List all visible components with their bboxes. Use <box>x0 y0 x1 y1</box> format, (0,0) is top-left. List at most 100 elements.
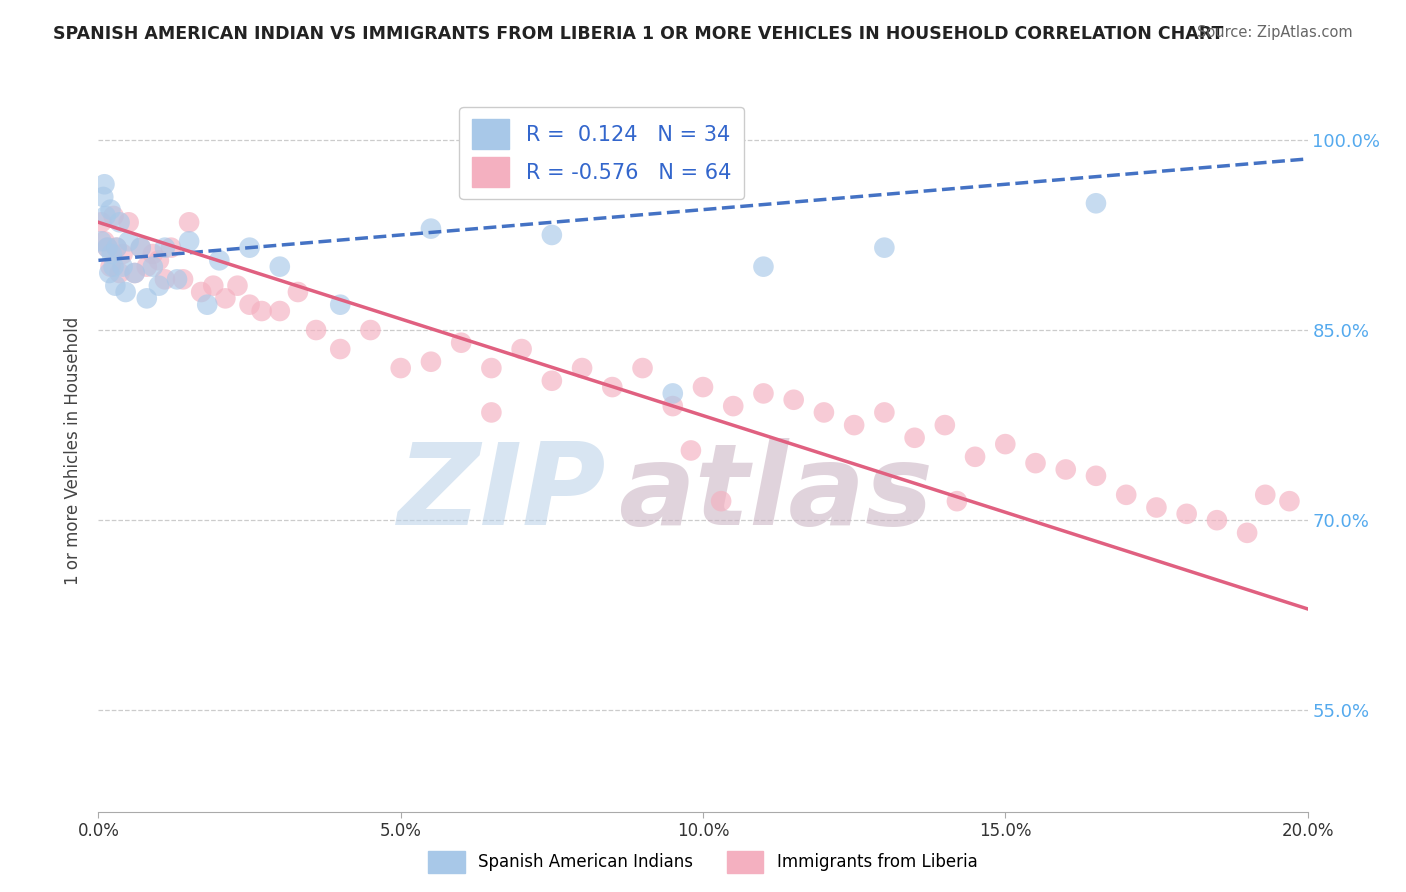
Point <box>118 215 141 229</box>
Point <box>105 241 128 255</box>
Point <box>142 260 165 274</box>
Point <box>813 405 835 419</box>
Point <box>269 304 291 318</box>
Point <box>1206 513 1229 527</box>
Point <box>179 215 201 229</box>
Text: atlas: atlas <box>619 438 934 549</box>
Point <box>179 235 201 249</box>
Point <box>904 431 927 445</box>
Point <box>710 494 733 508</box>
Point <box>783 392 806 407</box>
Point <box>108 215 131 229</box>
Point <box>104 278 127 293</box>
Point <box>946 494 969 508</box>
Point <box>94 209 117 223</box>
Point <box>135 260 157 274</box>
Point <box>239 298 262 312</box>
Point <box>105 241 128 255</box>
Text: ZIP: ZIP <box>398 438 606 549</box>
Point <box>114 285 136 299</box>
Point <box>100 247 122 261</box>
Point <box>450 335 472 350</box>
Point <box>93 235 115 249</box>
Point <box>420 221 443 235</box>
Point <box>214 291 236 305</box>
Point <box>1085 468 1108 483</box>
Point <box>226 278 249 293</box>
Point <box>602 380 624 394</box>
Point <box>1278 494 1301 508</box>
Point <box>540 227 562 242</box>
Point <box>661 399 683 413</box>
Text: SPANISH AMERICAN INDIAN VS IMMIGRANTS FROM LIBERIA 1 OR MORE VEHICLES IN HOUSEHO: SPANISH AMERICAN INDIAN VS IMMIGRANTS FR… <box>53 25 1223 43</box>
Point <box>752 386 775 401</box>
Point <box>661 386 683 401</box>
Point <box>1146 500 1168 515</box>
Point <box>96 241 118 255</box>
Point <box>1054 462 1077 476</box>
Point <box>287 285 309 299</box>
Point <box>118 235 141 249</box>
Point <box>1115 488 1137 502</box>
Point <box>100 202 122 217</box>
Point <box>679 443 702 458</box>
Point <box>723 399 745 413</box>
Point <box>510 342 533 356</box>
Point <box>329 298 352 312</box>
Point <box>96 241 118 255</box>
Point <box>208 253 231 268</box>
Point <box>1024 456 1046 470</box>
Point <box>90 235 112 249</box>
Point <box>389 361 412 376</box>
Point <box>190 285 212 299</box>
Point <box>692 380 714 394</box>
Legend: Spanish American Indians, Immigrants from Liberia: Spanish American Indians, Immigrants fro… <box>422 845 984 880</box>
Legend: R =  0.124   N = 34, R = -0.576   N = 64: R = 0.124 N = 34, R = -0.576 N = 64 <box>460 107 744 199</box>
Point <box>90 215 112 229</box>
Point <box>965 450 987 464</box>
Point <box>142 247 165 261</box>
Point <box>540 374 562 388</box>
Point <box>135 291 157 305</box>
Point <box>420 355 443 369</box>
Point <box>111 247 134 261</box>
Text: Source: ZipAtlas.com: Source: ZipAtlas.com <box>1197 25 1353 40</box>
Point <box>160 241 183 255</box>
Y-axis label: 1 or more Vehicles in Household: 1 or more Vehicles in Household <box>65 317 83 584</box>
Point <box>1254 488 1277 502</box>
Point <box>269 260 291 274</box>
Point <box>329 342 352 356</box>
Point <box>172 272 194 286</box>
Point <box>360 323 382 337</box>
Point <box>100 260 122 274</box>
Point <box>1236 525 1258 540</box>
Point <box>153 272 176 286</box>
Point <box>148 278 170 293</box>
Point <box>124 266 146 280</box>
Point <box>481 361 503 376</box>
Point <box>250 304 273 318</box>
Point <box>111 260 134 274</box>
Point <box>148 253 170 268</box>
Point <box>1175 507 1198 521</box>
Point <box>202 278 225 293</box>
Point <box>103 260 125 274</box>
Point <box>108 266 131 280</box>
Point <box>98 266 121 280</box>
Point <box>631 361 654 376</box>
Point <box>129 241 152 255</box>
Point <box>166 272 188 286</box>
Point <box>305 323 328 337</box>
Point <box>103 209 125 223</box>
Point <box>91 190 114 204</box>
Point <box>752 260 775 274</box>
Point <box>873 405 896 419</box>
Point <box>873 241 896 255</box>
Point <box>481 405 503 419</box>
Point <box>129 241 152 255</box>
Point <box>239 241 262 255</box>
Point <box>571 361 593 376</box>
Point <box>994 437 1017 451</box>
Point <box>124 266 146 280</box>
Point <box>195 298 218 312</box>
